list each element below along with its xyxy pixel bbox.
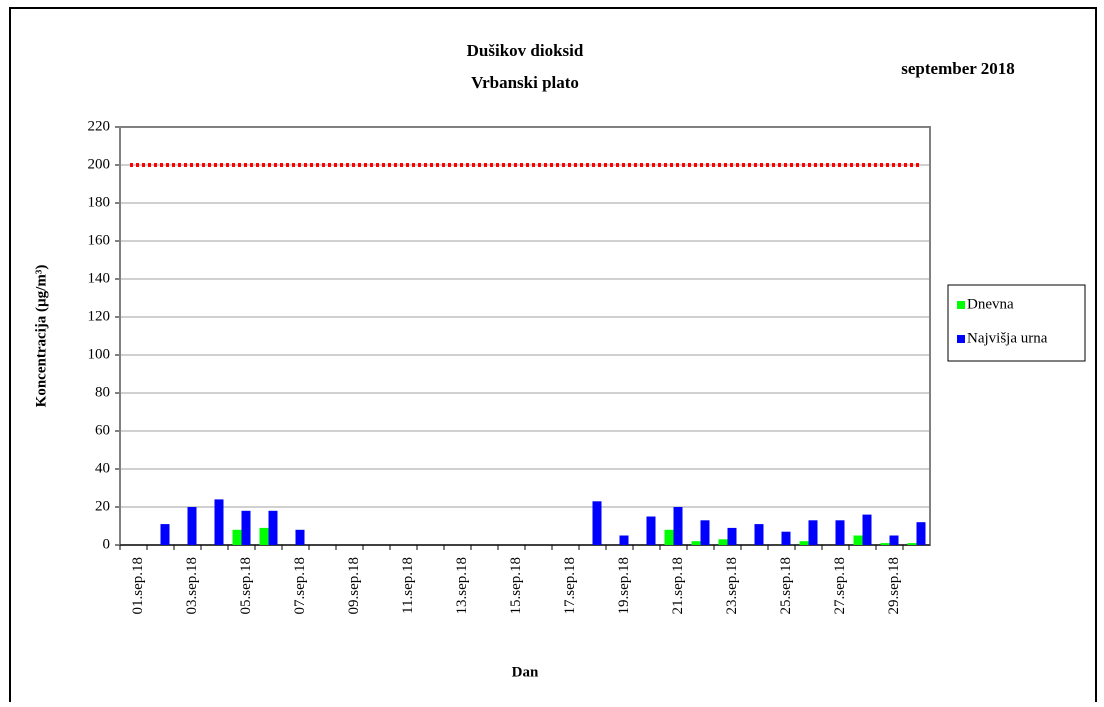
- x-tick-label: 27.sep.18: [832, 557, 848, 615]
- x-tick-label: 07.sep.18: [292, 557, 308, 615]
- bar: [916, 522, 926, 545]
- bar: [268, 510, 278, 545]
- chart-title: Dušikov dioksid: [467, 41, 584, 60]
- bar: [187, 507, 197, 545]
- chart-subtitle: Vrbanski plato: [471, 73, 579, 92]
- y-tick-label: 80: [95, 384, 110, 400]
- bar: [619, 535, 629, 545]
- bar: [646, 516, 656, 545]
- x-tick-label: 15.sep.18: [508, 557, 524, 615]
- bar: [259, 527, 269, 545]
- y-tick-label: 100: [88, 346, 111, 362]
- x-tick-label: 03.sep.18: [184, 557, 200, 615]
- legend-swatch: [957, 335, 965, 343]
- bar: [718, 539, 728, 545]
- bar: [700, 520, 710, 545]
- y-tick-label: 200: [88, 156, 111, 172]
- x-tick-label: 05.sep.18: [238, 557, 254, 615]
- y-tick-label: 160: [88, 232, 111, 248]
- bar: [232, 529, 242, 545]
- bar: [592, 501, 602, 545]
- bar: [214, 499, 224, 545]
- x-tick-label: 09.sep.18: [346, 557, 362, 615]
- x-tick-label: 21.sep.18: [670, 557, 686, 615]
- bar: [781, 531, 791, 545]
- bar: [808, 520, 818, 545]
- legend-label: Najvišja urna: [967, 330, 1048, 346]
- bar: [862, 514, 872, 545]
- y-tick-label: 60: [95, 422, 110, 438]
- bar: [673, 507, 683, 545]
- y-tick-label: 120: [88, 308, 111, 324]
- period-label: september 2018: [901, 59, 1014, 78]
- x-tick-label: 11.sep.18: [400, 557, 416, 614]
- x-tick-label: 23.sep.18: [724, 557, 740, 615]
- bar: [835, 520, 845, 545]
- bar: [691, 541, 701, 545]
- legend-swatch: [957, 301, 965, 309]
- legend-label: Dnevna: [967, 296, 1014, 312]
- chart-frame: [9, 7, 1097, 707]
- x-tick-label: 29.sep.18: [886, 557, 902, 615]
- bar: [241, 510, 251, 545]
- x-tick-label: 01.sep.18: [130, 557, 146, 615]
- y-axis-label: Koncentracija (µg/m³): [33, 265, 49, 408]
- y-tick-label: 0: [103, 536, 111, 552]
- x-tick-label: 25.sep.18: [778, 557, 794, 615]
- bar: [664, 529, 674, 545]
- y-tick-label: 220: [88, 118, 111, 134]
- bar: [295, 529, 305, 545]
- y-tick-label: 20: [95, 498, 110, 514]
- bar: [727, 527, 737, 545]
- x-axis-label: Dan: [512, 664, 539, 680]
- bar: [799, 541, 809, 545]
- bar: [907, 543, 917, 545]
- bar: [853, 535, 863, 545]
- bar: [160, 524, 170, 545]
- y-tick-label: 40: [95, 460, 110, 476]
- y-tick-label: 180: [88, 194, 111, 210]
- y-tick-label: 140: [88, 270, 111, 286]
- bar: [754, 524, 764, 545]
- x-tick-label: 13.sep.18: [454, 557, 470, 615]
- bar: [889, 535, 899, 545]
- x-tick-label: 17.sep.18: [562, 557, 578, 615]
- legend: [947, 284, 1086, 362]
- bar: [880, 543, 890, 545]
- x-tick-label: 19.sep.18: [616, 557, 632, 615]
